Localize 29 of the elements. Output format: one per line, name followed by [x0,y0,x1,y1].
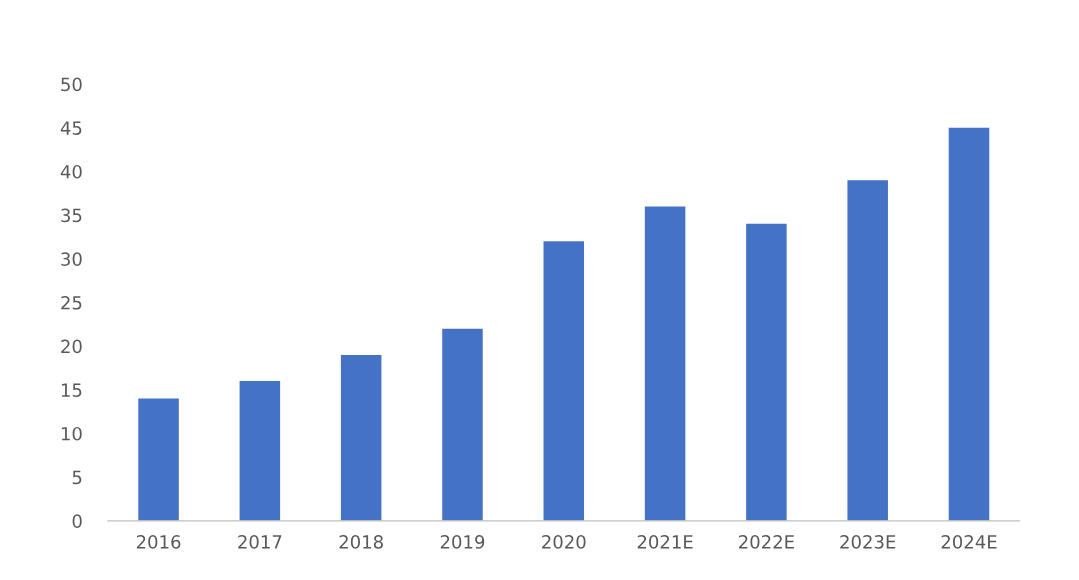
bar [644,206,686,521]
y-tick-label: 10 [61,426,82,441]
x-tick-label: 2024E [941,535,997,549]
x-tick-label: 2022E [739,535,794,549]
bar [948,127,990,521]
x-tick-label: 2016 [136,535,181,549]
y-tick-label: 40 [60,164,82,179]
bar [746,223,787,521]
y-tick-label: 0 [72,514,82,528]
y-tick-label: 45 [60,121,82,135]
bar [340,354,382,521]
x-tick-label: 2021E [637,535,693,549]
bar [847,180,888,521]
bar [138,398,179,521]
bar [442,328,483,521]
y-tick-label: 5 [72,470,82,485]
y-tick-label: 50 [61,77,82,92]
y-tick-label: 15 [61,383,82,397]
x-tick-label: 2018 [339,535,383,549]
bar [543,241,585,521]
y-tick-label: 25 [61,295,82,310]
y-tick-label: 20 [61,339,82,354]
x-tick-label: 2019 [440,535,485,549]
x-tick-label: 2023E [840,535,896,549]
x-tick-label: 2017 [238,535,282,549]
y-tick-label: 30 [61,252,82,266]
bar [239,381,281,521]
x-tick-label: 2020 [542,535,586,549]
y-tick-label: 35 [61,208,82,223]
